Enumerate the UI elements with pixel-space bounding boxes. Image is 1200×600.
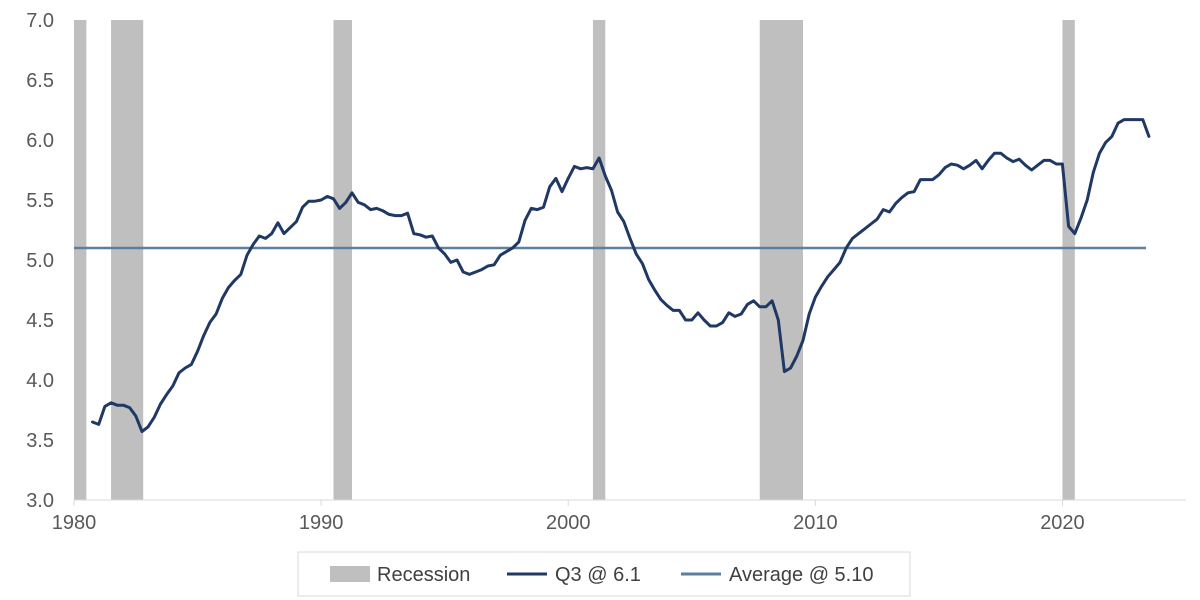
legend-recession-label: Recession [377,564,470,586]
recession-band-1 [111,20,144,500]
y-tick-label: 5.0 [26,250,54,272]
series-line [91,118,1151,434]
y-tick-label: 5.5 [26,190,54,212]
x-tick-label: 2020 [1040,512,1085,534]
y-tick-label: 3.5 [26,430,54,452]
y-tick-label: 7.0 [26,10,54,32]
legend-box [297,551,911,597]
recession-band-0 [74,20,87,500]
x-tick-label: 1990 [299,512,344,534]
legend: Recession Q3 @ 6.1 Average @ 5.10 [297,551,911,597]
y-tick-label: 4.0 [26,370,54,392]
legend-recession-swatch [330,566,370,582]
y-tick-label: 4.5 [26,310,54,332]
series-group [91,118,1151,434]
x-tick-label: 2000 [546,512,591,534]
recession-band-4 [759,20,803,500]
legend-average-label: Average @ 5.10 [729,564,873,586]
recession-band-2 [333,20,352,500]
y-tick-label: 6.5 [26,70,54,92]
y-tick-label: 6.0 [26,130,54,152]
x-axis-tick-labels: 1980 1990 2000 2010 2020 [52,500,1085,534]
x-tick-label: 2010 [793,512,838,534]
recession-band-5 [1062,20,1075,500]
recession-bands [74,20,1075,500]
recession-band-3 [592,20,606,500]
legend-series-label: Q3 @ 6.1 [555,564,641,586]
y-tick-label: 3.0 [26,490,54,512]
y-axis-tick-labels: 3.0 3.5 4.0 4.5 5.0 5.5 6.0 6.5 7.0 [26,10,54,512]
x-tick-label: 1980 [52,512,97,534]
